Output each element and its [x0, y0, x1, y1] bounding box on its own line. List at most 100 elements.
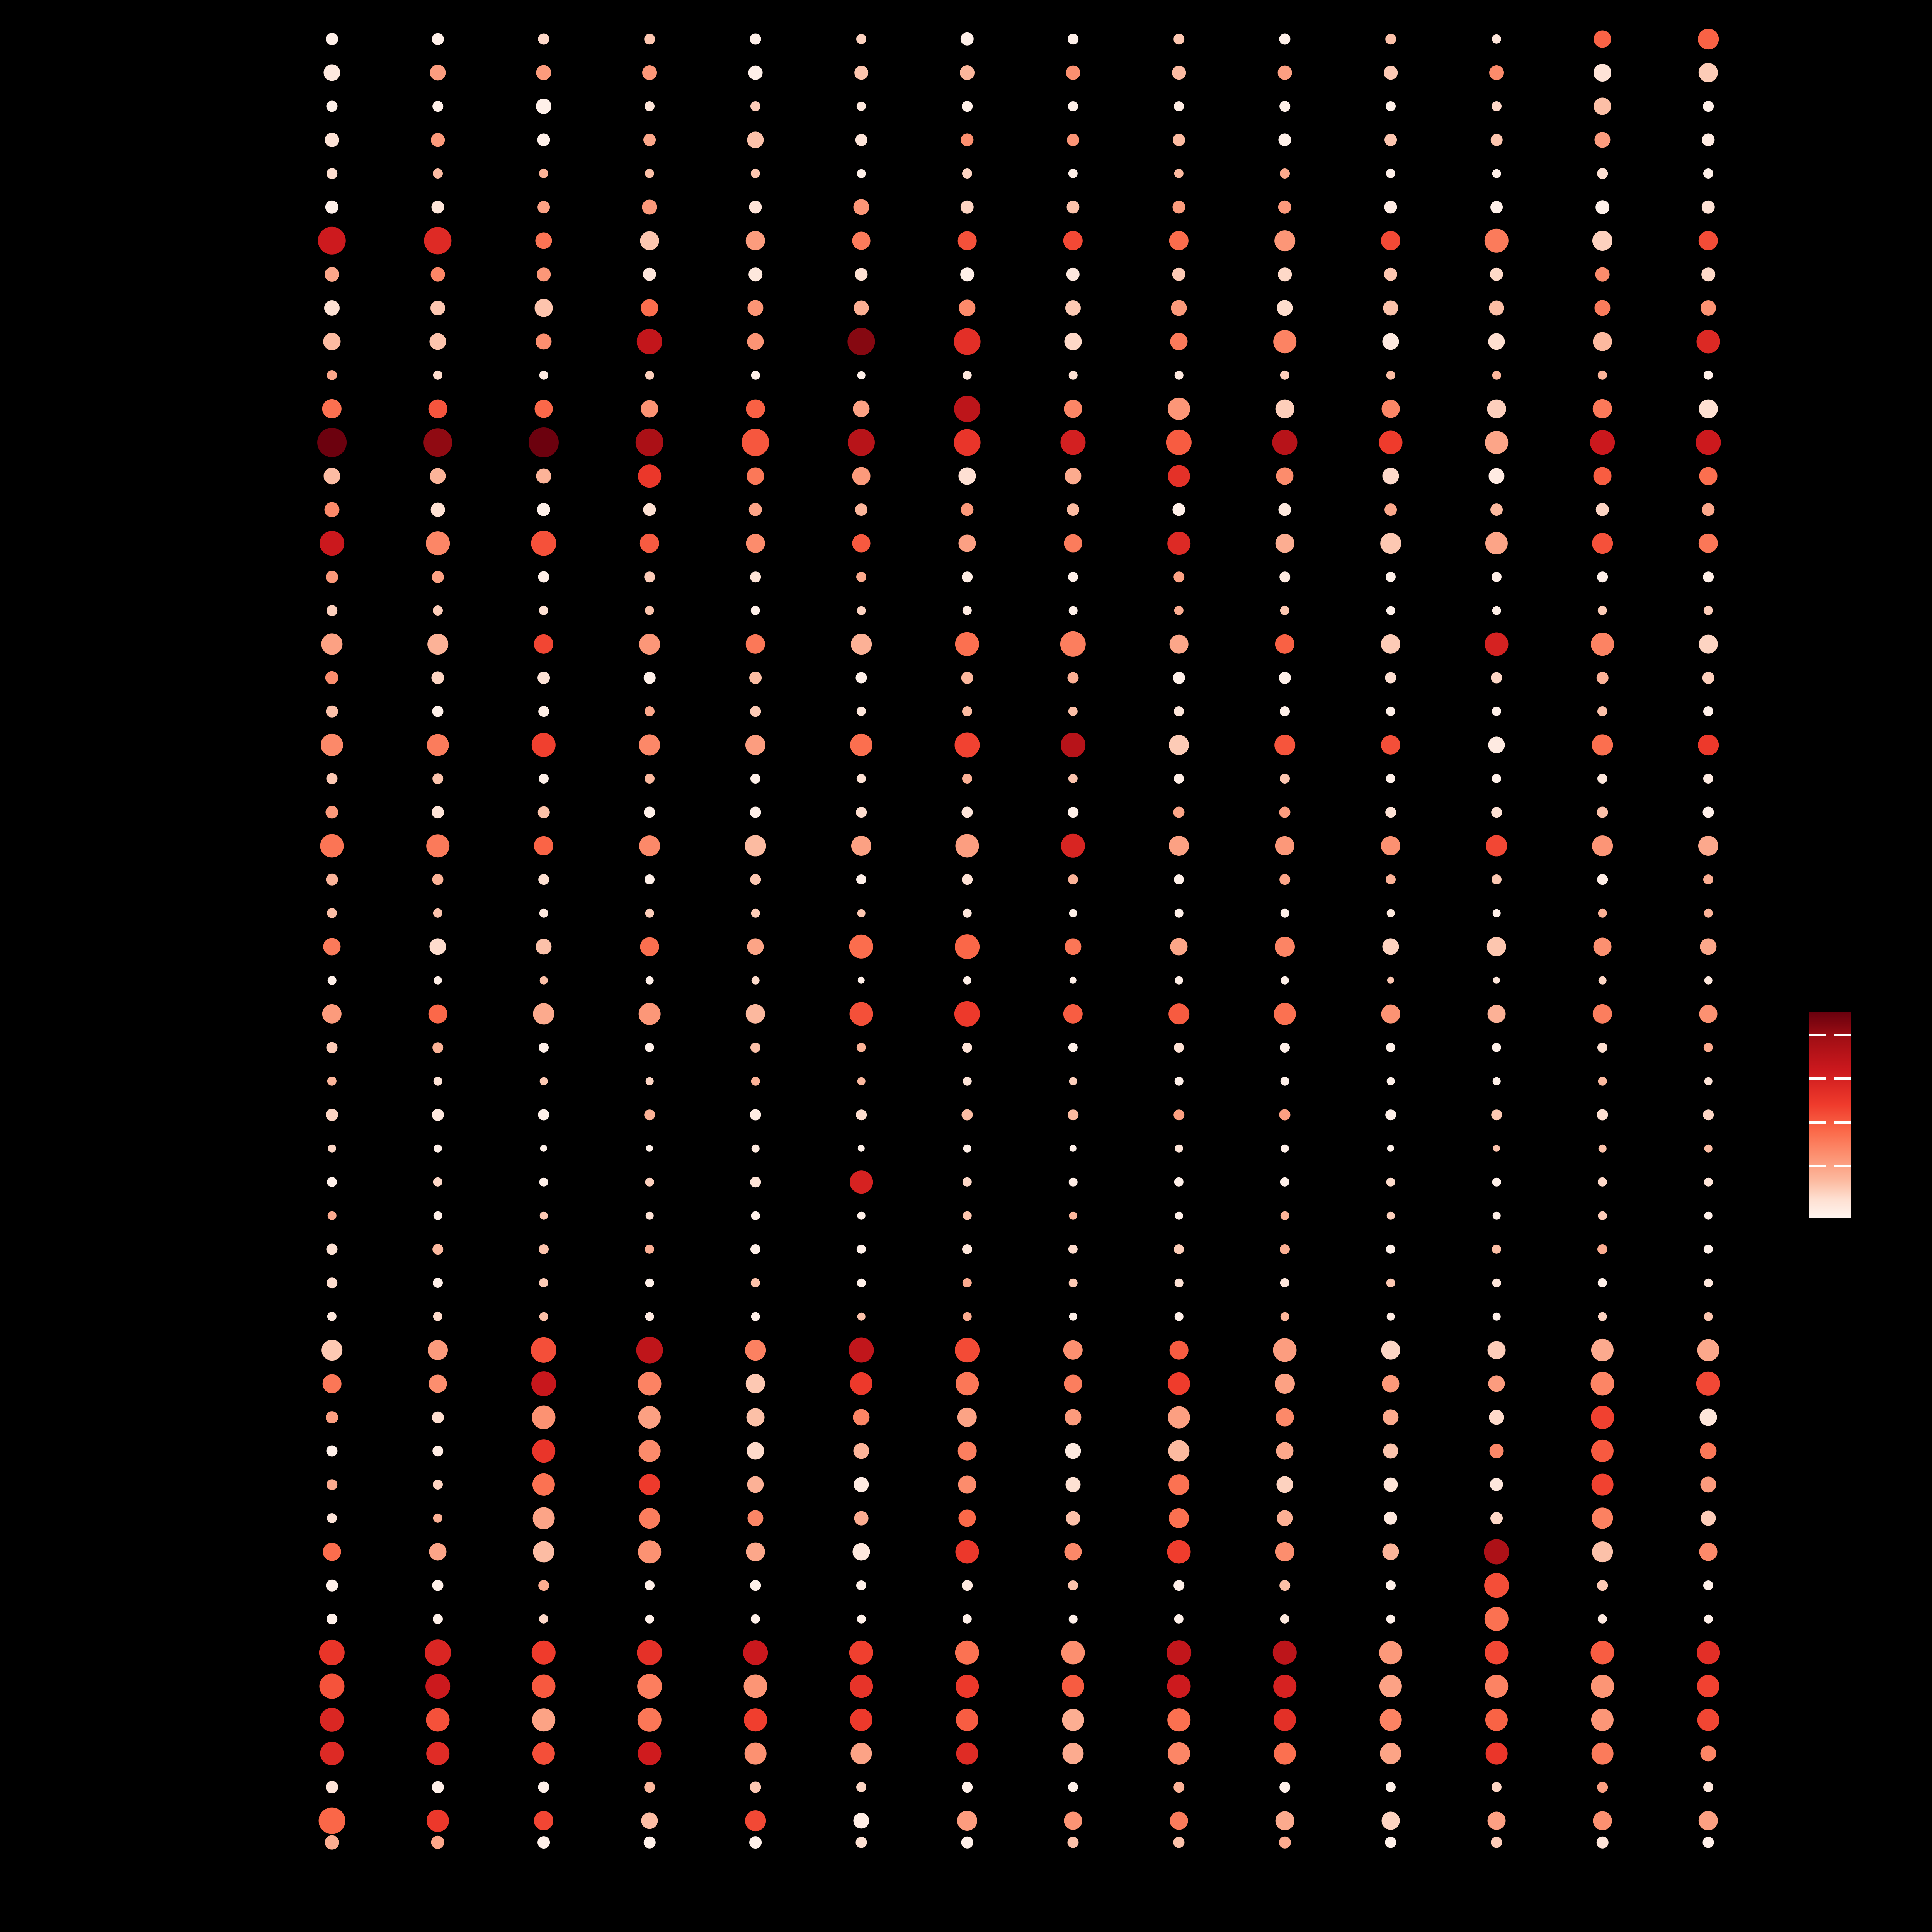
dot-marker	[645, 1312, 654, 1321]
dot-marker	[1278, 503, 1291, 516]
dot-marker	[1069, 976, 1077, 984]
dot-marker	[317, 428, 347, 457]
dot-marker	[961, 806, 973, 818]
dot-marker	[534, 400, 553, 418]
dot-marker	[1698, 835, 1719, 856]
dot-marker	[638, 1742, 662, 1765]
dot-marker	[532, 1742, 555, 1765]
dot-marker	[539, 1278, 549, 1288]
dot-marker	[539, 371, 548, 380]
dot-marker	[531, 531, 556, 556]
dot-marker	[1280, 1211, 1289, 1220]
dot-marker	[1173, 571, 1184, 582]
dot-marker	[1382, 468, 1399, 485]
dot-marker	[538, 706, 549, 717]
dot-marker	[750, 605, 760, 616]
dot-marker	[1175, 1144, 1183, 1153]
dot-marker	[1172, 66, 1186, 80]
dot-marker	[1068, 706, 1078, 716]
dot-marker	[1385, 1782, 1396, 1793]
dot-marker	[326, 873, 338, 886]
colorbar-tick-left	[1809, 1121, 1826, 1124]
dot-marker	[1173, 101, 1184, 112]
dot-marker	[1597, 1278, 1607, 1288]
dot-marker	[850, 1708, 873, 1731]
dot-marker	[750, 1580, 761, 1591]
dot-marker	[1068, 1043, 1078, 1053]
dot-marker	[1591, 1406, 1614, 1429]
dot-marker	[1168, 1474, 1189, 1495]
dot-marker	[856, 34, 867, 44]
dot-marker	[430, 502, 445, 517]
dot-marker	[854, 300, 869, 316]
dot-marker	[1167, 1674, 1191, 1698]
dot-marker	[1276, 1476, 1293, 1493]
dot-marker	[1703, 706, 1714, 717]
dot-marker	[1278, 267, 1292, 281]
dot-marker	[1276, 1408, 1294, 1427]
dot-marker	[856, 874, 867, 885]
dot-marker	[857, 606, 866, 615]
dot-marker	[1597, 1614, 1607, 1624]
dot-marker	[1063, 231, 1083, 251]
dot-marker	[1701, 1510, 1716, 1526]
dot-marker	[747, 1442, 764, 1460]
dot-marker	[640, 231, 659, 250]
dot-marker	[1490, 134, 1503, 146]
dot-marker	[962, 1614, 972, 1624]
dot-marker	[954, 396, 980, 422]
dot-marker	[1068, 101, 1078, 112]
dot-marker	[642, 199, 657, 215]
dot-marker	[750, 571, 761, 582]
dot-marker	[751, 976, 760, 985]
dot-marker	[1697, 1709, 1719, 1731]
dot-marker	[743, 1640, 768, 1665]
dot-marker	[1702, 1837, 1714, 1848]
dot-marker	[1485, 632, 1509, 656]
dot-marker	[540, 1145, 548, 1152]
dot-marker	[431, 671, 444, 684]
dot-marker	[1385, 807, 1396, 818]
dot-marker	[1380, 533, 1401, 554]
dot-marker	[955, 632, 980, 656]
dot-marker	[319, 1639, 345, 1666]
colorbar-tick-right	[1834, 1034, 1851, 1036]
dot-marker	[635, 428, 664, 457]
dot-marker	[1703, 168, 1714, 179]
dot-marker	[856, 1782, 867, 1793]
dot-marker	[1698, 735, 1719, 755]
dot-marker	[1487, 1811, 1506, 1830]
dot-marker	[1279, 1042, 1290, 1053]
dot-marker	[1069, 909, 1077, 917]
dot-marker	[1491, 1109, 1502, 1120]
dot-marker	[531, 1640, 556, 1665]
dot-marker	[1168, 1440, 1190, 1462]
dot-marker	[1386, 1244, 1396, 1254]
colorbar[interactable]	[1809, 1012, 1851, 1218]
dot-marker	[432, 1614, 443, 1624]
dot-marker	[1592, 533, 1613, 554]
dot-marker	[637, 1674, 662, 1699]
dot-marker	[958, 1475, 976, 1494]
dot-marker	[855, 503, 867, 516]
dot-marker	[639, 1474, 660, 1495]
dot-marker	[432, 874, 444, 885]
dot-marker	[1279, 33, 1291, 45]
dot-marker	[1279, 1782, 1290, 1793]
dot-marker	[954, 732, 980, 758]
dot-marker	[644, 806, 655, 818]
dot-marker	[1279, 168, 1290, 179]
dot-marker	[852, 1543, 870, 1561]
dot-marker	[637, 1708, 662, 1732]
dot-marker	[1696, 1371, 1721, 1396]
dot-marker	[1486, 937, 1507, 957]
dot-marker	[1487, 399, 1506, 418]
dot-marker	[1597, 706, 1608, 717]
dot-marker	[1174, 1312, 1184, 1321]
dot-marker	[1386, 371, 1395, 380]
dot-marker	[434, 976, 442, 985]
dot-marker	[1386, 168, 1396, 179]
dot-marker	[427, 634, 448, 655]
dot-marker	[645, 1211, 654, 1220]
dot-marker	[1173, 134, 1185, 146]
